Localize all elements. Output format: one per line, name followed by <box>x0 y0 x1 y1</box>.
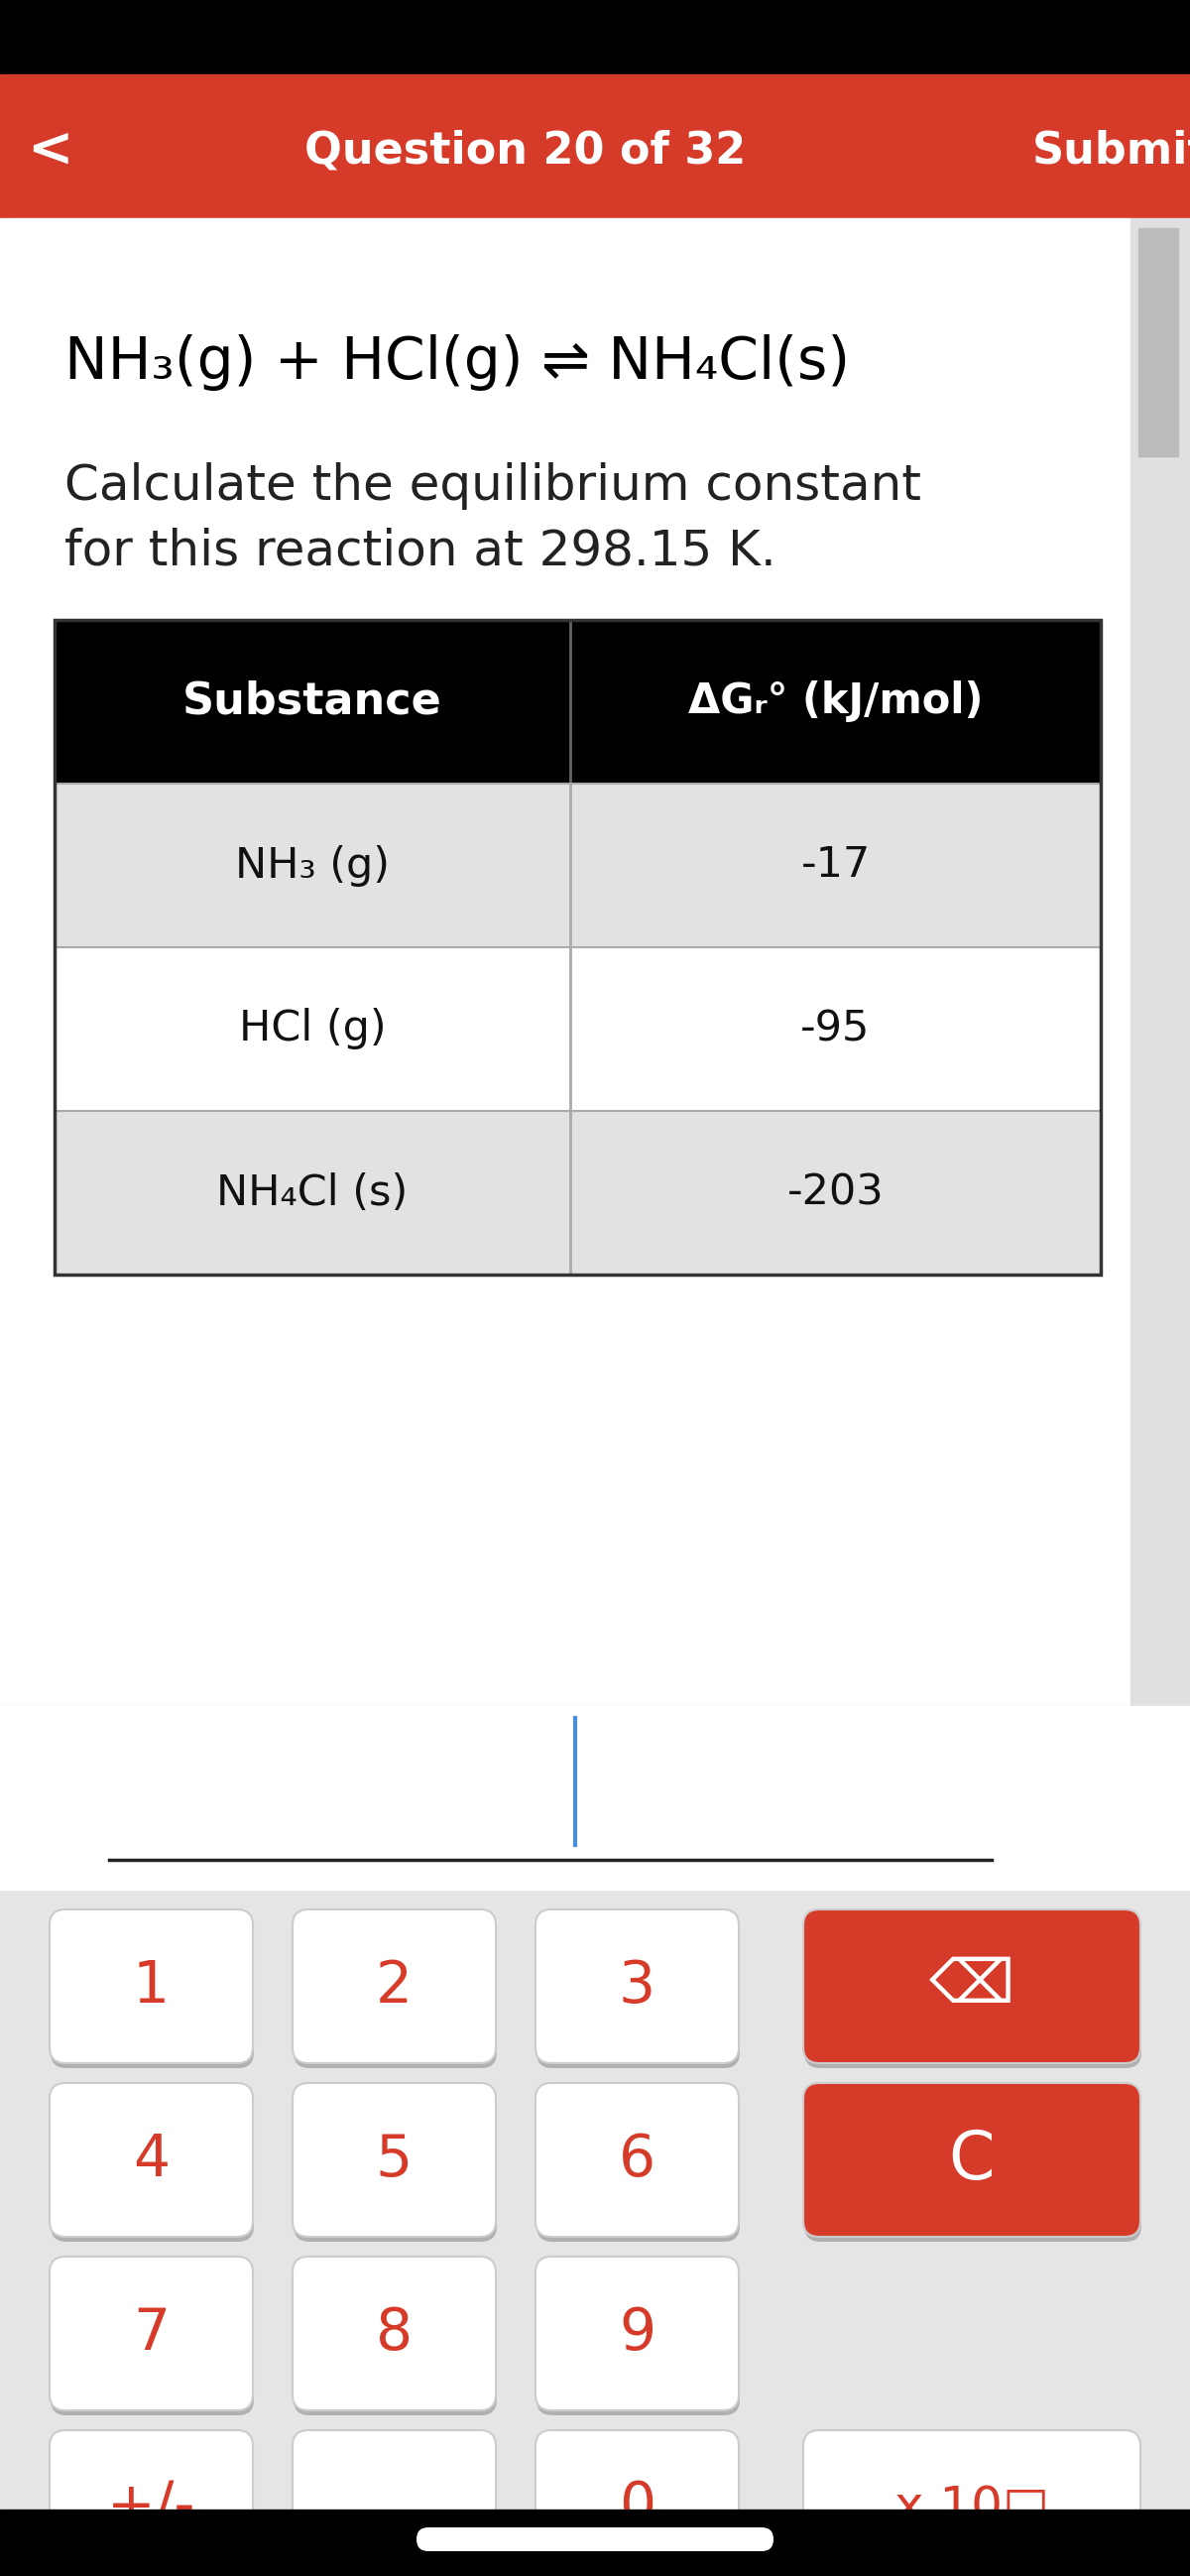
Text: x 10□: x 10□ <box>895 2483 1050 2530</box>
Bar <box>0 1705 1190 1891</box>
Bar <box>55 621 1101 783</box>
FancyBboxPatch shape <box>803 2429 1140 2576</box>
Text: HCl (g): HCl (g) <box>239 1007 386 1051</box>
FancyBboxPatch shape <box>804 2089 1141 2241</box>
Bar <box>0 2509 1190 2576</box>
Text: 1: 1 <box>133 1958 170 2014</box>
FancyBboxPatch shape <box>50 2084 253 2236</box>
Bar <box>55 783 1101 948</box>
FancyBboxPatch shape <box>50 1914 253 2069</box>
FancyBboxPatch shape <box>537 2089 740 2241</box>
FancyBboxPatch shape <box>294 1914 497 2069</box>
Text: 7: 7 <box>133 2306 170 2362</box>
Text: Calculate the equilibrium constant: Calculate the equilibrium constant <box>64 461 921 510</box>
Text: <: < <box>26 124 73 178</box>
FancyBboxPatch shape <box>294 2262 497 2416</box>
FancyBboxPatch shape <box>50 2257 253 2411</box>
Bar <box>55 1110 1101 1275</box>
Text: Substance: Substance <box>182 680 443 724</box>
FancyBboxPatch shape <box>536 1909 739 2063</box>
Text: 0: 0 <box>619 2478 656 2535</box>
Bar <box>55 621 1101 1275</box>
Text: NH₃ (g): NH₃ (g) <box>236 845 390 886</box>
FancyBboxPatch shape <box>293 2084 496 2236</box>
Text: ⌫: ⌫ <box>929 1958 1015 2014</box>
Bar <box>0 0 1190 75</box>
FancyBboxPatch shape <box>50 2262 253 2416</box>
Text: ΔGᵣ° (kJ/mol): ΔGᵣ° (kJ/mol) <box>688 680 983 724</box>
Text: .: . <box>386 2478 403 2535</box>
FancyBboxPatch shape <box>537 2434 740 2576</box>
Bar <box>55 948 1101 1110</box>
FancyBboxPatch shape <box>294 2434 497 2576</box>
FancyBboxPatch shape <box>804 2434 1141 2576</box>
FancyBboxPatch shape <box>804 1914 1141 2069</box>
FancyBboxPatch shape <box>537 1914 740 2069</box>
Text: +/-: +/- <box>107 2478 195 2535</box>
FancyBboxPatch shape <box>416 2527 774 2550</box>
Text: 6: 6 <box>619 2130 656 2187</box>
Text: Question 20 of 32: Question 20 of 32 <box>305 129 746 173</box>
FancyBboxPatch shape <box>293 2429 496 2576</box>
FancyBboxPatch shape <box>537 2262 740 2416</box>
Text: for this reaction at 298.15 K.: for this reaction at 298.15 K. <box>64 526 776 574</box>
FancyBboxPatch shape <box>50 2429 253 2576</box>
Text: NH₃(g) + HCl(g) ⇌ NH₄Cl(s): NH₃(g) + HCl(g) ⇌ NH₄Cl(s) <box>64 335 850 392</box>
Text: 9: 9 <box>619 2306 656 2362</box>
Text: Submit: Submit <box>1032 129 1190 173</box>
FancyBboxPatch shape <box>294 2089 497 2241</box>
FancyBboxPatch shape <box>50 1909 253 2063</box>
Text: -95: -95 <box>801 1007 870 1051</box>
FancyBboxPatch shape <box>536 2084 739 2236</box>
FancyBboxPatch shape <box>536 2429 739 2576</box>
Text: C: C <box>948 2128 995 2192</box>
Text: 4: 4 <box>133 2130 170 2187</box>
FancyBboxPatch shape <box>293 2257 496 2411</box>
Bar <box>0 219 1130 1765</box>
FancyBboxPatch shape <box>293 1909 496 2063</box>
FancyBboxPatch shape <box>536 2257 739 2411</box>
FancyBboxPatch shape <box>50 2089 253 2241</box>
Text: 2: 2 <box>376 1958 413 2014</box>
Text: -203: -203 <box>787 1172 884 1213</box>
FancyBboxPatch shape <box>803 1909 1140 2063</box>
Text: 3: 3 <box>619 1958 656 2014</box>
Bar <box>1130 219 1190 1765</box>
Bar <box>1139 229 1178 456</box>
Text: 5: 5 <box>376 2130 413 2187</box>
Text: NH₄Cl (s): NH₄Cl (s) <box>217 1172 408 1213</box>
Text: 8: 8 <box>376 2306 413 2362</box>
Text: -17: -17 <box>801 845 870 886</box>
Bar <box>0 1705 1190 2509</box>
Bar <box>0 75 1190 219</box>
FancyBboxPatch shape <box>50 2434 253 2576</box>
FancyBboxPatch shape <box>803 2084 1140 2236</box>
